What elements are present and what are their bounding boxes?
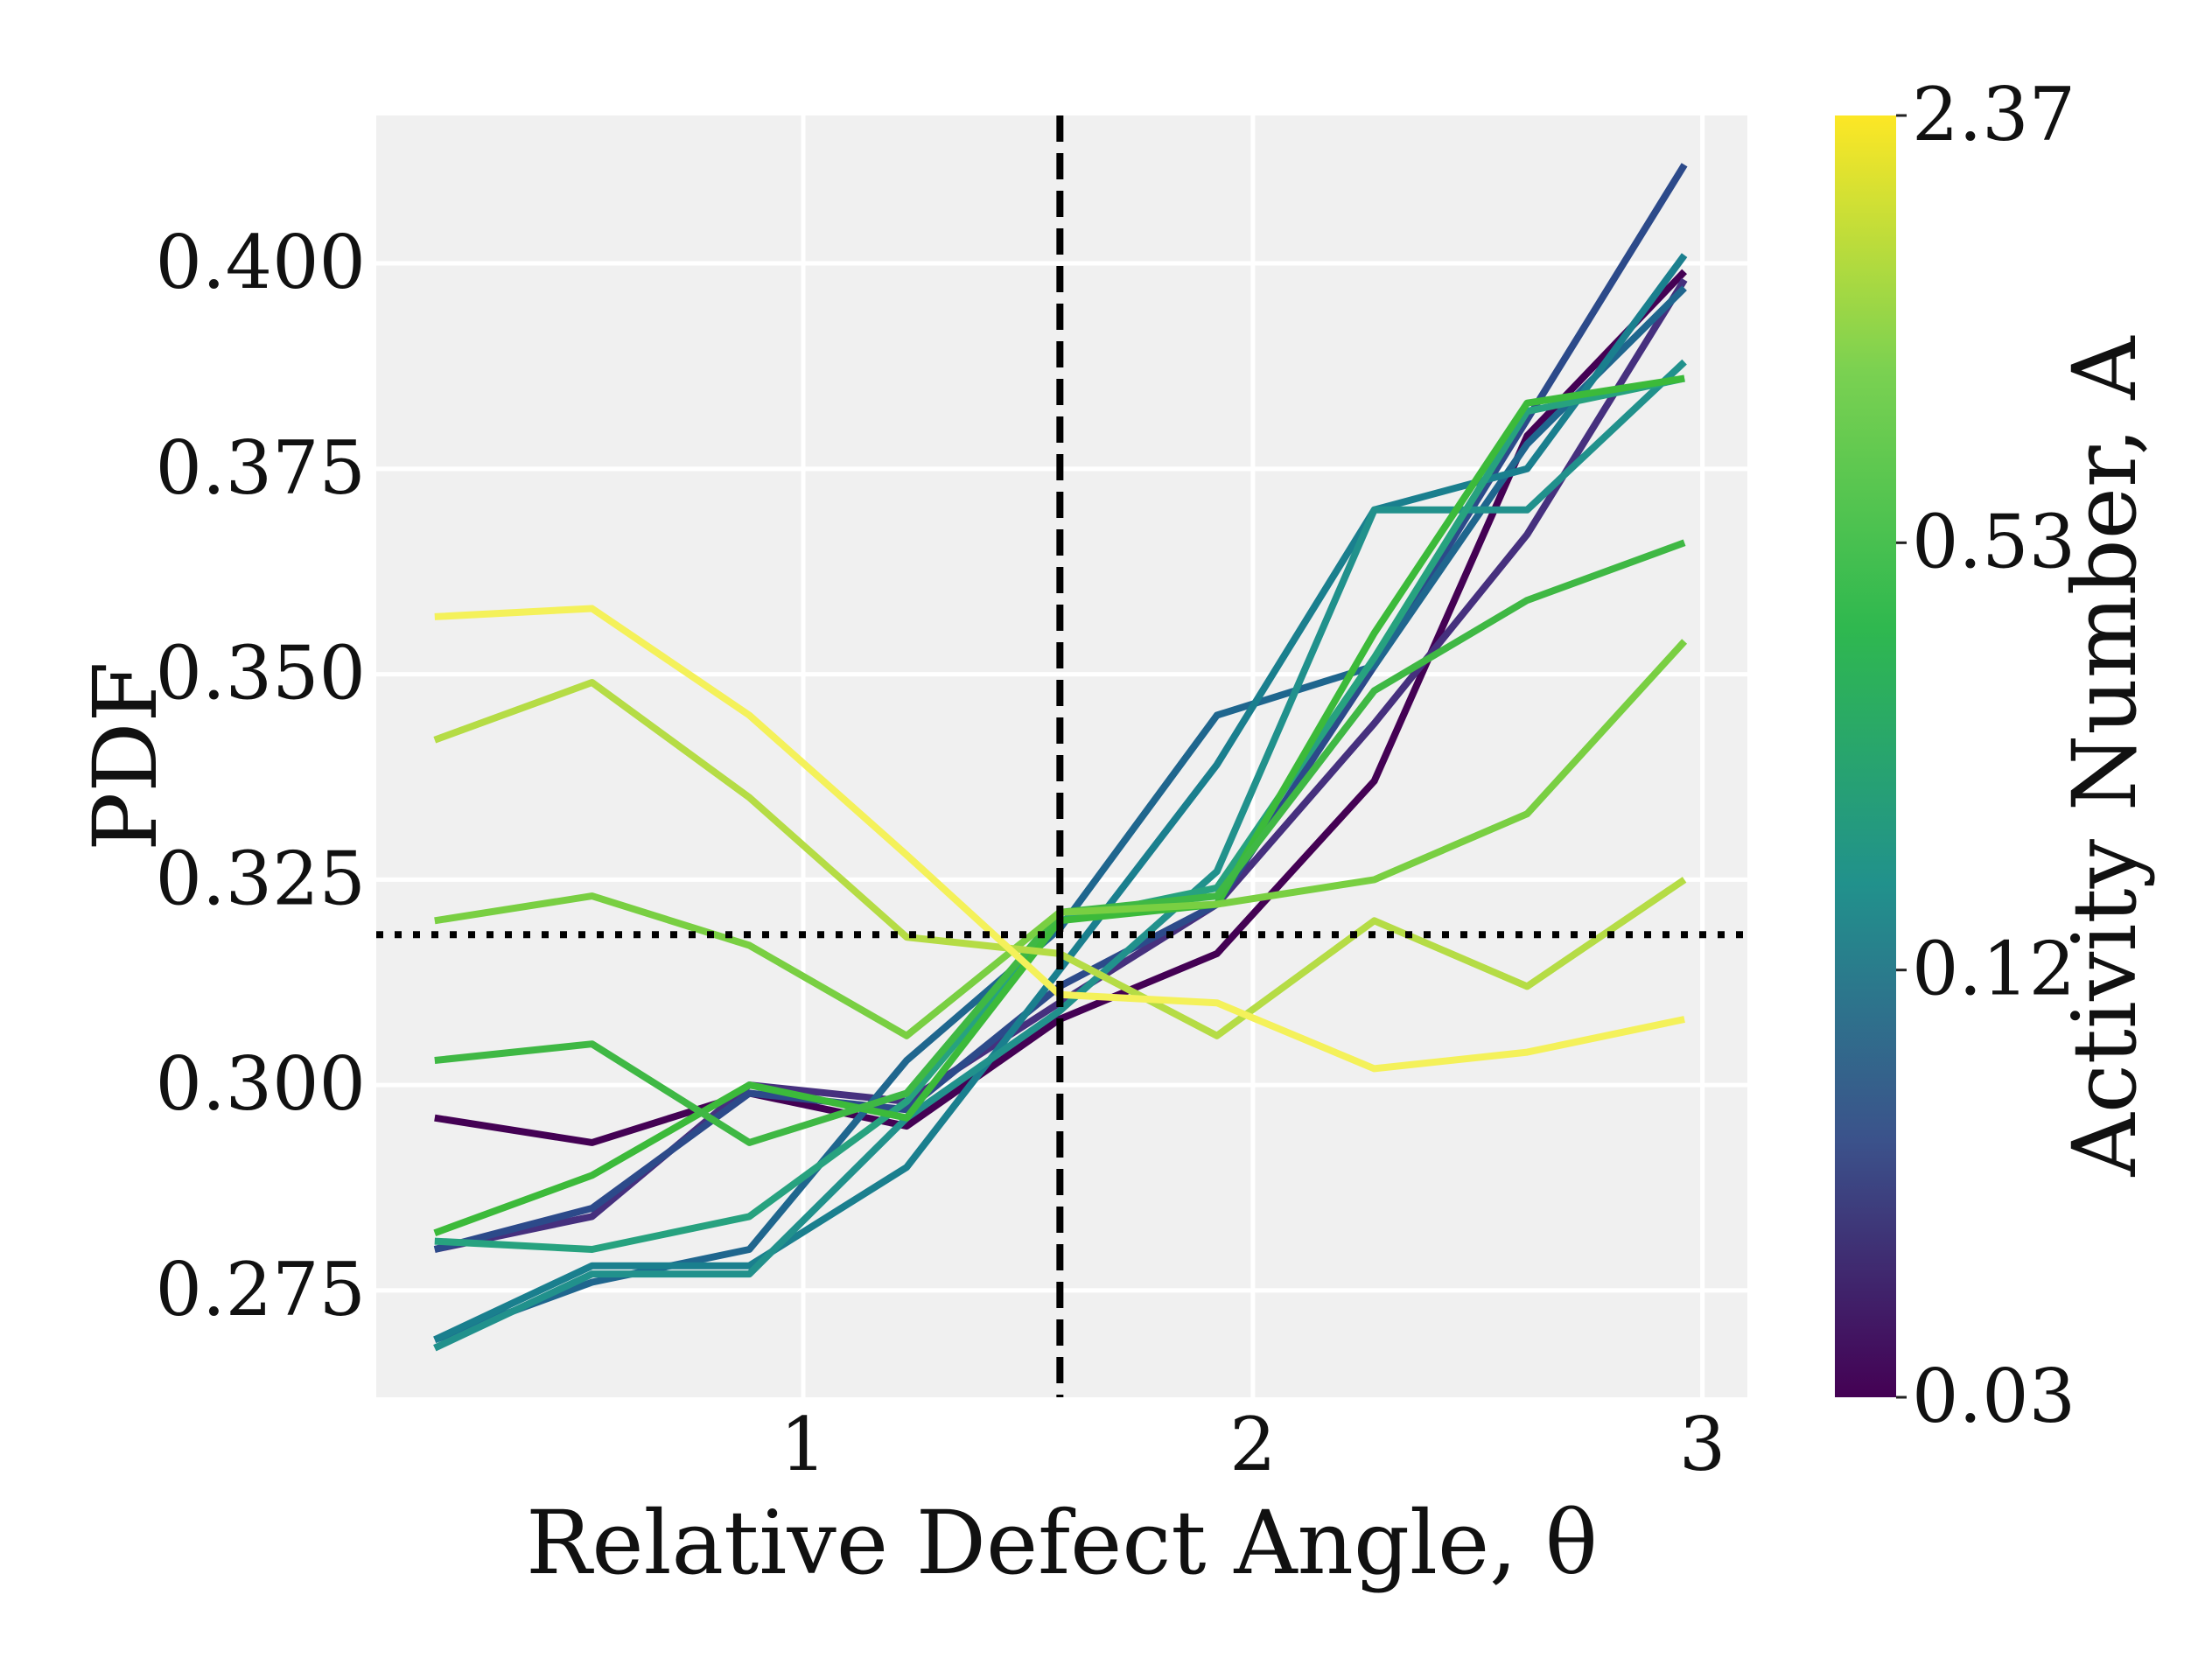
colorbar-label: Activity Number, A [2054, 335, 2156, 1178]
y-tick-labels: 0.275 0.300 0.325 0.350 0.375 0.400 [156, 220, 366, 1333]
x-tick-label: 2 [1229, 1402, 1276, 1487]
x-tick-labels: 1 2 3 [780, 1402, 1726, 1487]
y-tick-label: 0.275 [156, 1247, 366, 1333]
x-axis-label: Relative Defect Angle, θ [526, 1492, 1598, 1594]
y-tick-label: 0.325 [156, 836, 366, 921]
colorbar-tick-label: 0.03 [1912, 1354, 2076, 1439]
x-tick-label: 1 [780, 1402, 826, 1487]
y-tick-label: 0.400 [156, 220, 366, 305]
colorbar-tick-label: 2.37 [1912, 72, 2076, 157]
colorbar-tick-labels: 0.03 0.12 0.53 2.37 [1896, 72, 2076, 1439]
series-line-6 [433, 359, 1687, 1352]
colorbar [1835, 115, 1896, 1397]
y-tick-label: 0.375 [156, 425, 366, 511]
colorbar-tick-label: 0.12 [1912, 927, 2076, 1012]
reference-lines [376, 115, 1747, 1397]
x-tick-label: 3 [1679, 1402, 1726, 1487]
y-tick-label: 0.350 [156, 631, 366, 717]
colorbar-tick-label: 0.53 [1912, 499, 2076, 584]
y-tick-label: 0.300 [156, 1041, 366, 1127]
y-axis-label: PDF [74, 661, 177, 851]
